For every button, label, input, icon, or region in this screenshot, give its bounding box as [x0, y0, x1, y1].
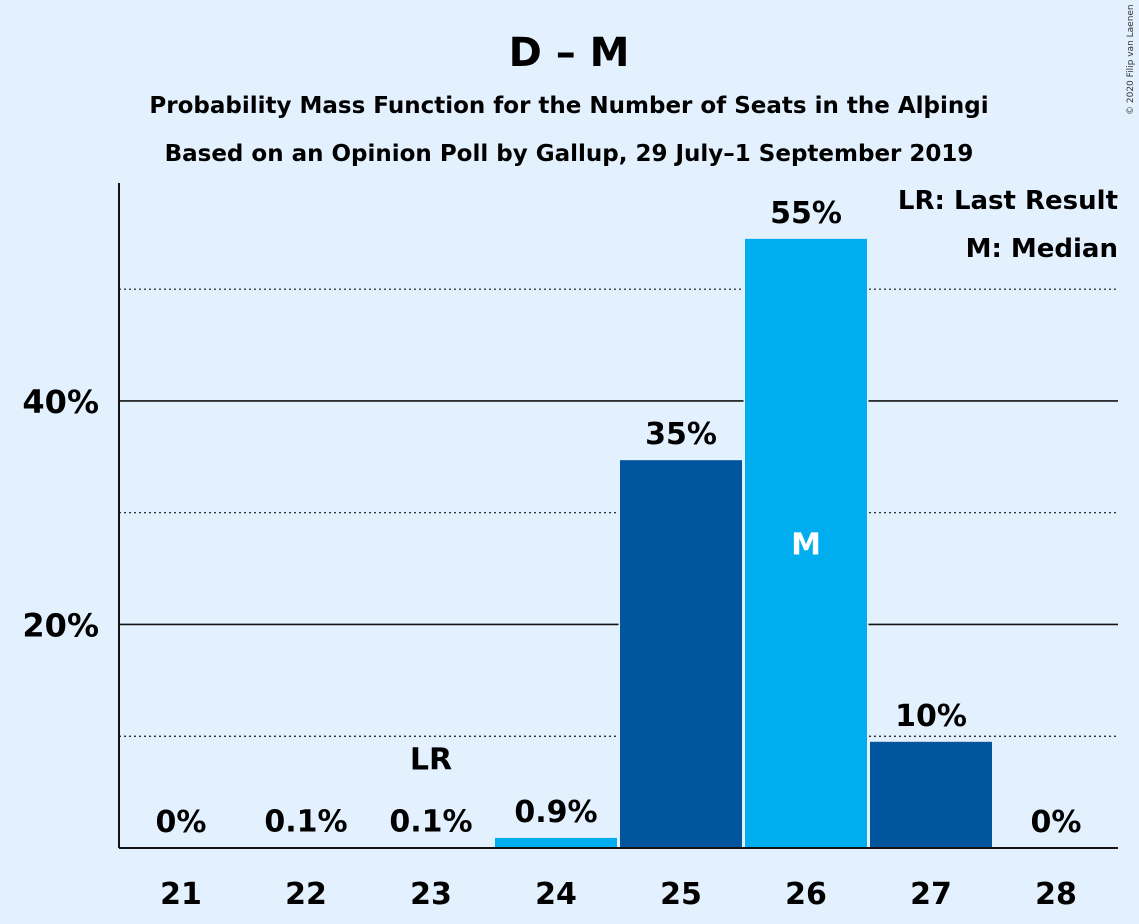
data-label-23: 0.1% [389, 804, 472, 839]
x-tick-24: 24 [535, 877, 577, 912]
bars [243, 237, 994, 849]
data-label-24: 0.9% [514, 795, 597, 830]
data-label-21: 0% [156, 805, 207, 840]
x-tick-27: 27 [910, 877, 952, 912]
bar-27 [870, 741, 992, 848]
axes: 20% 40% [22, 183, 1118, 849]
data-label-26: 55% [770, 196, 842, 231]
y-tick-label: 40% [22, 383, 99, 421]
bar-24 [495, 837, 617, 848]
x-tick-21: 21 [160, 877, 202, 912]
chart-subtitle-poll: Based on an Opinion Poll by Gallup, 29 J… [165, 141, 974, 167]
data-label-28: 0% [1031, 805, 1082, 840]
x-tick-23: 23 [410, 877, 452, 912]
y-tick-label: 20% [22, 606, 99, 644]
data-label-27: 10% [895, 699, 967, 734]
median-marker: M [791, 527, 821, 562]
labels: 0% 21 0.1% 22 0.1% 23 LR 0.9% 24 35% 25 55% 26 M 10% 27… [156, 196, 1082, 912]
bar-25 [620, 460, 742, 848]
chart-title: D – M [509, 30, 630, 76]
data-label-25: 35% [645, 417, 717, 452]
x-tick-26: 26 [785, 877, 827, 912]
data-label-22: 0.1% [264, 804, 347, 839]
x-tick-22: 22 [285, 877, 327, 912]
last-result-marker: LR [410, 742, 452, 777]
chart-subtitle: Probability Mass Function for the Number… [149, 93, 988, 119]
legend-median: M: Median [966, 234, 1118, 264]
legend-last-result: LR: Last Result [898, 186, 1118, 216]
x-tick-25: 25 [660, 877, 702, 912]
copyright-notice: © 2020 Filip van Laenen [1126, 4, 1136, 115]
x-tick-28: 28 [1035, 877, 1077, 912]
bar-26 [745, 238, 867, 849]
